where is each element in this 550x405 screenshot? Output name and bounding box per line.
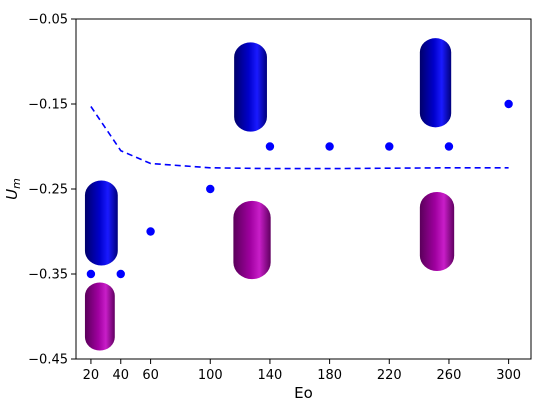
x-axis-title: Eo: [294, 384, 313, 402]
data-point-4: [265, 142, 275, 151]
y-axis-title-main: U: [3, 189, 21, 200]
data-point-3: [206, 184, 215, 194]
plot-frame: [75, 18, 532, 360]
scatter-series: [86, 99, 513, 279]
x-tick-label-5: 180: [317, 368, 342, 383]
x-tick-label-0: 20: [83, 368, 100, 383]
x-tick-label-3: 100: [198, 368, 223, 383]
bubble-blue-4: [419, 38, 452, 128]
x-tick-label-8: 300: [496, 368, 521, 383]
data-point-7: [444, 142, 454, 151]
bubble-magenta-3: [233, 200, 271, 280]
y-tick-label-3: −0.35: [28, 268, 68, 283]
data-point-5: [325, 142, 334, 151]
y-axis: −0.05 −0.15 −0.25 −0.35 −0.45: [28, 13, 76, 368]
x-tick-label-6: 220: [377, 368, 402, 383]
data-point-8: [504, 99, 513, 109]
x-tick-label-2: 60: [142, 368, 159, 383]
data-point-2: [146, 227, 155, 236]
y-axis-title: Um: [3, 178, 23, 200]
x-tick-label-1: 40: [112, 368, 129, 383]
x-axis: 20 40 60 100 140 180 220 260 300: [83, 359, 521, 383]
dashed-line: [90, 106, 509, 170]
data-point-1: [116, 269, 125, 279]
y-axis-title-sub: m: [10, 178, 23, 189]
y-tick-label-0: −0.05: [28, 13, 68, 28]
bubble-magenta-5: [419, 191, 455, 272]
bubble-blue-2: [234, 42, 267, 132]
x-tick-label-7: 260: [437, 368, 462, 383]
data-point-0: [86, 269, 96, 279]
bubble-blue-0: [84, 180, 118, 266]
data-point-6: [385, 142, 394, 151]
bubble-shapes: [84, 38, 455, 351]
y-tick-label-2: −0.25: [28, 183, 68, 198]
dashed-line-series: [90, 106, 509, 170]
y-tick-label-1: −0.15: [28, 98, 68, 113]
bubble-magenta-1: [84, 282, 115, 351]
x-tick-label-4: 140: [258, 368, 283, 383]
y-tick-label-4: −0.45: [28, 353, 68, 368]
